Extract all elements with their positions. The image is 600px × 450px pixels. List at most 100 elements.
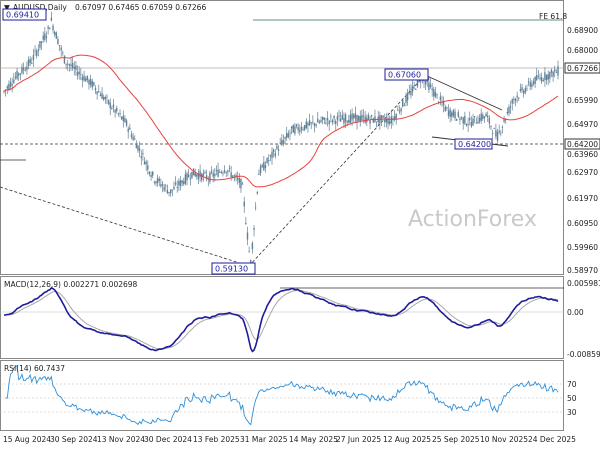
candle-body xyxy=(434,92,437,98)
candle-body xyxy=(292,125,294,133)
candle-body xyxy=(124,118,126,123)
candle-body xyxy=(540,77,543,82)
candle-body xyxy=(487,115,489,118)
macd-main-line xyxy=(3,287,559,353)
candle-body xyxy=(129,127,131,130)
candle-body xyxy=(80,74,82,76)
candle-body xyxy=(116,107,118,112)
candle-body xyxy=(35,50,38,57)
candle-body xyxy=(455,118,458,121)
candle-body xyxy=(137,145,139,151)
price-tick: 0.68900 xyxy=(567,26,598,35)
candle-body xyxy=(150,175,152,177)
candle-body xyxy=(18,73,20,76)
candle-body xyxy=(286,132,288,138)
candle-body xyxy=(336,116,339,120)
candle-body xyxy=(295,124,298,127)
candle-body xyxy=(554,69,556,72)
candle-body xyxy=(282,140,285,145)
candle-body xyxy=(431,88,433,91)
candle-body xyxy=(364,116,366,123)
price-tick: 0.62970 xyxy=(567,168,598,177)
candle-body xyxy=(212,173,214,177)
date-tick: 13 Nov 2024 xyxy=(97,435,145,444)
candle-body xyxy=(202,173,205,176)
candle-body xyxy=(52,25,54,30)
candle-body xyxy=(258,173,260,175)
candle-body xyxy=(155,181,157,184)
candle-body xyxy=(225,171,227,173)
candle-body xyxy=(406,93,409,101)
candle-body xyxy=(357,115,360,121)
candle-body xyxy=(482,114,484,119)
candle-body xyxy=(354,113,357,119)
price-tick: 0.59960 xyxy=(567,243,598,252)
candle-body xyxy=(194,173,196,177)
date-tick: 15 Aug 2024 xyxy=(3,435,51,444)
candle-body xyxy=(490,126,492,127)
date-tick: 25 Sep 2025 xyxy=(432,435,480,444)
candle-body xyxy=(174,182,177,185)
date-tick: 31 Mar 2025 xyxy=(240,435,288,444)
candle-body xyxy=(271,151,273,159)
candle-body xyxy=(475,122,477,124)
candle-body xyxy=(183,181,185,185)
candle-body xyxy=(86,75,89,80)
candle-body xyxy=(44,33,46,40)
candle-body xyxy=(469,117,471,121)
candle-body xyxy=(186,173,188,180)
candle-body xyxy=(263,161,265,171)
candle-body xyxy=(63,55,66,64)
candle-body xyxy=(405,96,407,103)
rsi-axis-tick: 70 xyxy=(567,380,577,389)
candle-body xyxy=(272,149,275,153)
candle-body xyxy=(148,171,151,175)
candle-body xyxy=(96,91,98,95)
candle-body xyxy=(217,169,219,177)
candle-body xyxy=(163,186,165,191)
candle-body xyxy=(557,66,559,76)
candle-body xyxy=(62,52,64,54)
candle-body xyxy=(328,120,330,125)
date-tick: 27 Jun 2025 xyxy=(336,435,381,444)
candle-body xyxy=(98,91,100,93)
candle-body xyxy=(478,117,481,122)
candle-body xyxy=(268,159,270,161)
candle-body xyxy=(470,122,473,127)
support-price-tag xyxy=(564,138,600,150)
candle-body xyxy=(83,75,85,81)
candle-body xyxy=(219,171,221,173)
rsi-label: RSI(14) 60.7437 xyxy=(4,364,65,373)
candle-body xyxy=(323,117,326,120)
candle-body xyxy=(547,74,549,80)
candle-body xyxy=(171,189,174,191)
candle-body xyxy=(380,115,383,121)
candle-body xyxy=(19,73,22,75)
watermark: ActionForex xyxy=(408,207,537,232)
candle-body xyxy=(78,71,80,75)
moving-average-line xyxy=(3,54,559,188)
candle-body xyxy=(241,183,244,185)
candle-body xyxy=(331,120,334,123)
wedge-upper-line xyxy=(424,74,503,111)
candle-body xyxy=(339,119,342,122)
date-tick: 10 Nov 2025 xyxy=(480,435,528,444)
candle-body xyxy=(93,82,95,86)
candle-body xyxy=(42,35,44,40)
candle-body xyxy=(313,123,316,127)
candle-body xyxy=(264,165,267,168)
candle-body xyxy=(312,121,314,123)
candle-body xyxy=(411,85,414,92)
candle-body xyxy=(238,178,241,183)
candle-body xyxy=(158,178,160,181)
candle-body xyxy=(22,67,25,70)
candle-body xyxy=(375,121,378,123)
candle-body xyxy=(197,174,200,180)
candle-body xyxy=(526,88,528,90)
candle-body xyxy=(114,109,116,113)
candle-body xyxy=(152,171,154,176)
candle-body xyxy=(522,91,525,94)
candle-body xyxy=(230,172,232,178)
candle-body xyxy=(433,89,435,97)
candle-body xyxy=(290,126,293,129)
